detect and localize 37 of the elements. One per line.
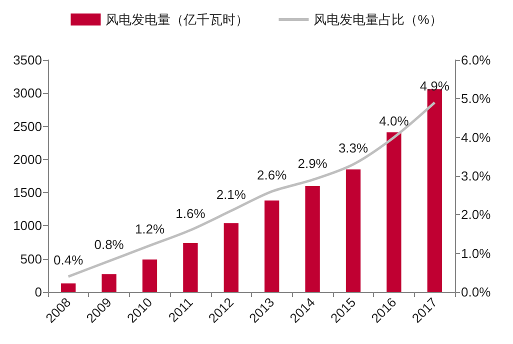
bar [346,169,361,292]
legend-label: 风电发电量占比（%） [314,12,442,27]
y2-tick-label: 3.0% [461,168,492,184]
y-tick-label: 0 [34,284,42,300]
data-label: 2.6% [257,167,288,182]
bar [224,223,238,292]
bar [61,283,76,292]
data-label: 1.2% [134,222,165,237]
bar [102,274,116,292]
y-tick-label: 500 [20,251,42,266]
data-label: 2.1% [216,186,246,202]
data-label: 4.0% [379,113,410,128]
y2-tick-label: 2.0% [461,207,492,222]
y-tick-label: 2000 [13,152,42,167]
data-label: 0.8% [94,237,124,252]
y-tick-label: 1500 [13,185,42,200]
bar [142,260,158,292]
bar [183,242,198,292]
legend-label: 风电发电量（亿千瓦时） [106,12,249,27]
data-label: 2.9% [298,156,328,171]
bar [264,200,280,292]
y2-tick-label: 4.0% [461,130,492,145]
bar [386,132,402,292]
bar [305,186,320,292]
data-label: 4.9% [420,78,450,94]
bar [427,89,442,292]
y2-tick-label: 1.0% [461,246,492,261]
y-tick-label: 2500 [13,118,42,134]
y-tick-label: 1000 [13,218,42,234]
y-tick-label: 3000 [13,86,42,101]
data-label: 0.4% [54,252,84,268]
y2-tick-label: 0.0% [461,284,492,300]
y2-tick-label: 5.0% [461,91,492,106]
y2-tick-label: 6.0% [461,52,492,68]
y-tick-label: 3500 [13,52,42,68]
data-label: 1.6% [176,206,206,222]
data-label: 3.3% [338,140,368,156]
